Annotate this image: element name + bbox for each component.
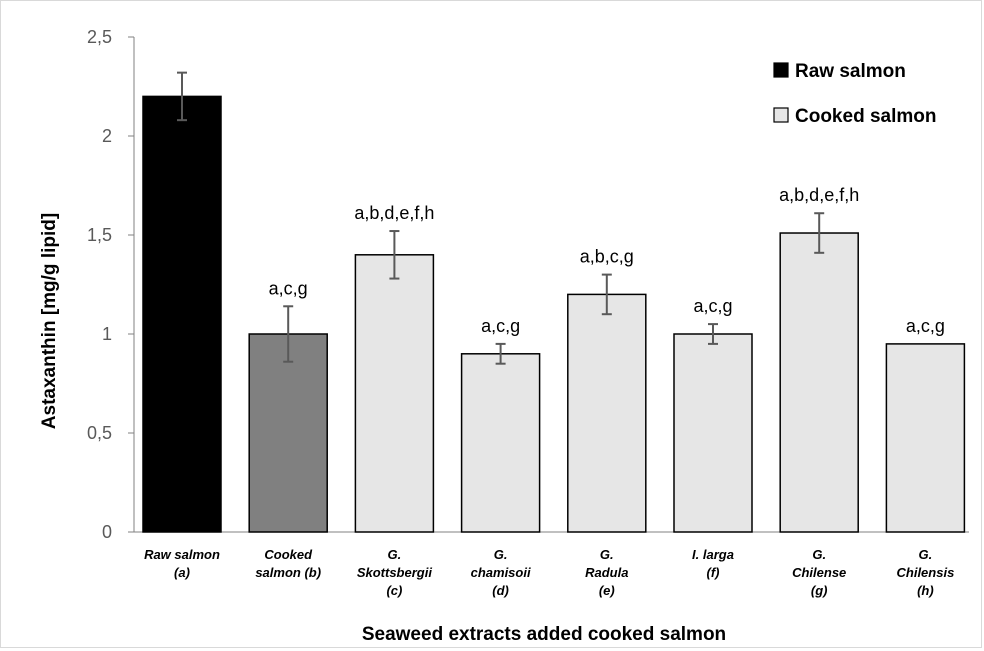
x-category-label: Chilense	[792, 565, 846, 580]
significance-label: a,b,c,g	[580, 247, 634, 267]
x-category-label: salmon (b)	[255, 565, 321, 580]
y-tick-label: 1,5	[87, 225, 112, 245]
significance-label: a,c,g	[906, 316, 945, 336]
x-category-label: (e)	[599, 583, 615, 598]
x-category-label: (g)	[811, 583, 828, 598]
legend-label: Cooked salmon	[795, 106, 936, 127]
x-category-label: (c)	[386, 583, 402, 598]
error-bar	[389, 230, 400, 280]
significance-label: a,b,d,e,f,h	[354, 203, 434, 223]
bar	[142, 95, 222, 533]
x-category-label: chamisoii	[471, 565, 531, 580]
bar	[779, 232, 859, 533]
y-tick-label: 2,5	[87, 27, 112, 47]
x-category-label: I. larga	[692, 547, 734, 562]
significance-label: a,c,g	[269, 278, 308, 298]
error-bar	[177, 71, 187, 122]
y-tick-label: 1	[102, 324, 112, 344]
y-tick-label: 2	[102, 126, 112, 146]
legend-swatch	[773, 107, 789, 123]
bar	[673, 333, 753, 533]
error-bar	[708, 323, 718, 345]
error-bar	[495, 342, 506, 365]
x-category-label: (f)	[707, 565, 720, 580]
legend-label: Raw salmon	[795, 61, 906, 82]
x-axis-label: Seaweed extracts added cooked salmon	[362, 624, 726, 645]
x-category-label: (a)	[174, 565, 190, 580]
x-category-label: G.	[812, 547, 826, 562]
x-category-label: G.	[919, 547, 933, 562]
legend: Raw salmon Cooked salmon	[773, 61, 936, 127]
x-category-label: Chilensis	[897, 565, 955, 580]
x-category-label: G.	[494, 547, 508, 562]
y-axis-label: Astaxanthin [mg/g lipid]	[39, 213, 60, 429]
error-bar	[283, 305, 294, 363]
bar	[567, 293, 647, 533]
x-category-label: (h)	[917, 583, 934, 598]
error-bar	[601, 273, 612, 316]
y-tick-label: 0,5	[87, 423, 112, 443]
significance-label: a,c,g	[693, 296, 732, 316]
y-tick-label: 0	[102, 522, 112, 542]
bar	[354, 254, 435, 533]
significance-label: a,c,g	[481, 316, 520, 336]
x-category-label: Raw salmon	[144, 547, 220, 562]
x-category-label: G.	[600, 547, 614, 562]
x-category-label: Skottsbergii	[357, 565, 433, 580]
bar	[885, 343, 966, 533]
x-category-label: G.	[388, 547, 402, 562]
bar	[248, 333, 328, 533]
x-category-label: Cooked	[264, 547, 313, 562]
bar	[460, 353, 541, 533]
error-bar	[814, 212, 825, 254]
legend-swatch	[773, 62, 789, 78]
x-category-label: (d)	[492, 583, 509, 598]
x-category-label: Radula	[585, 565, 628, 580]
significance-label: a,b,d,e,f,h	[779, 185, 859, 205]
